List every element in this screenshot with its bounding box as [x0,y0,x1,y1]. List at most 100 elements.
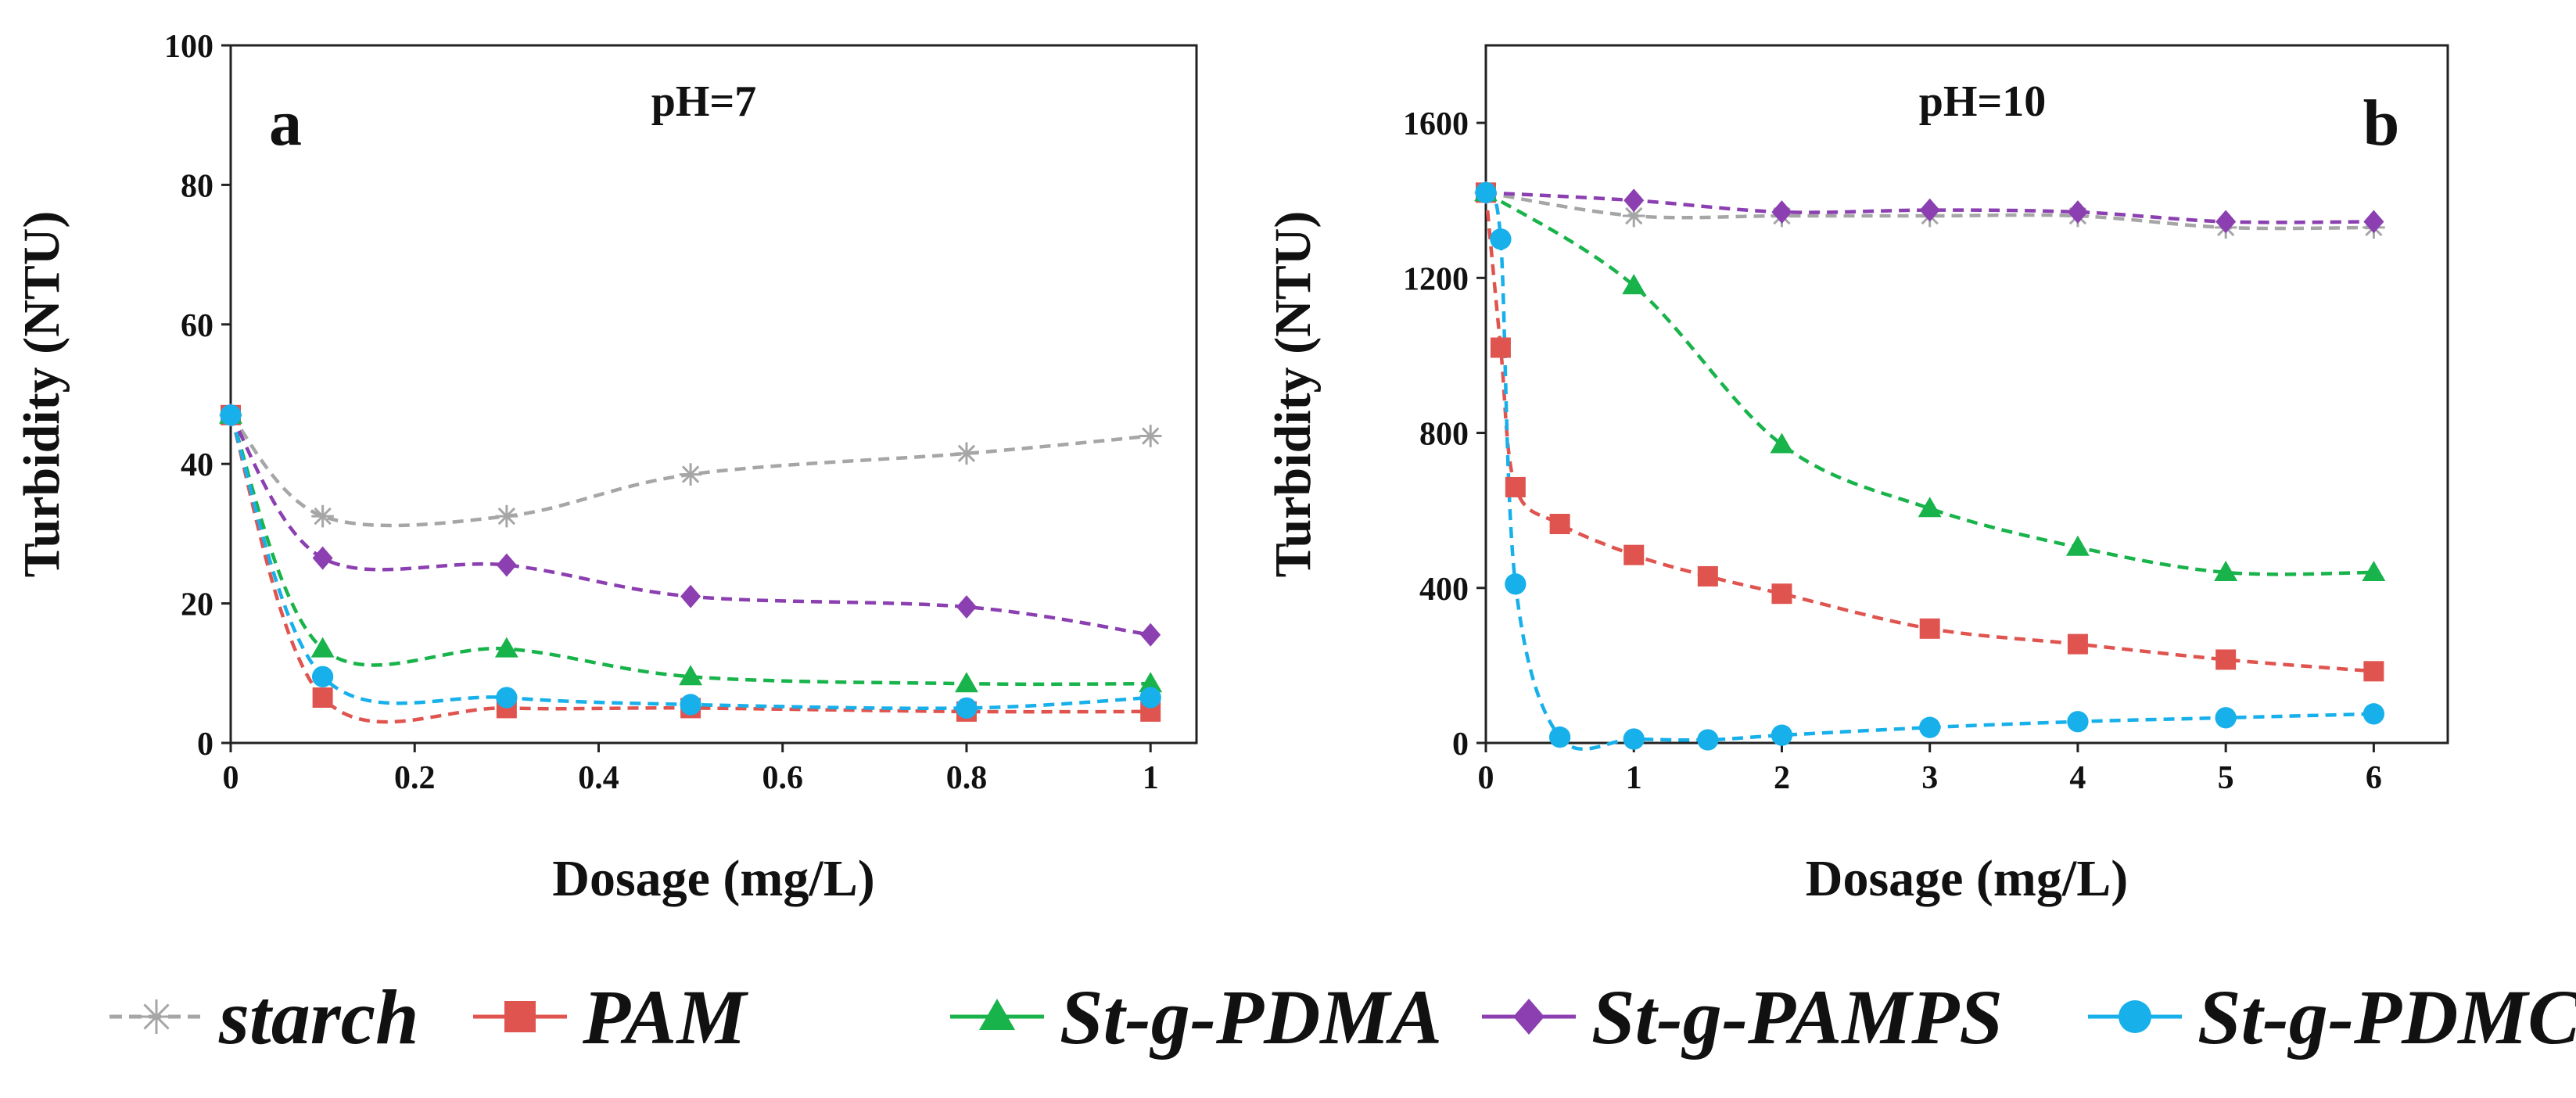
data-point-st-g-pdma [1139,672,1163,693]
data-point-st-g-pdma [1918,497,1942,518]
panel-a: 0 20 40 60 80 100 0 0.2 0.4 0.6 0.8 1 Dosage (mg/L) T… [13,29,1198,907]
y-tick-label: 1200 [1403,261,1469,297]
data-point-starch [311,504,334,528]
legend-label: St-g-PDMA [1060,974,1442,1060]
legend-label: St-g-PAMPS [1591,974,2003,1060]
legend-label: St-g-PDMC [2197,974,2576,1060]
data-point-st-g-pdmc [1139,687,1161,709]
asterisk-stroke [497,507,516,526]
x-ticks: 0 1 2 3 4 5 6 [1478,743,2382,796]
panel-title: pH=7 [651,77,757,126]
legend: starch PAM St-g-PDMA St-g-PAMPS St-g-PDMC [109,974,2576,1060]
legend-item-st-g-pdmc: St-g-PDMC [2088,974,2576,1060]
data-point-st-g-pdmc [496,687,518,709]
y-tick-label: 60 [181,308,213,344]
x-tick-label: 0 [1478,760,1494,796]
data-point-pam [312,687,333,709]
data-point-st-g-pdmc [1919,716,1941,738]
legend-item-pam: PAM [473,974,748,1060]
x-tick-label: 1 [1143,760,1159,796]
x-tick-label: 1 [1626,760,1642,796]
legend-item-starch: starch [109,974,419,1060]
legend-item-st-g-pamps: St-g-PAMPS [1482,974,2003,1060]
data-point-pam [2363,661,2384,682]
series-line-st-g-pdmc [1484,192,2374,752]
data-point-pam [1919,618,1940,639]
series-line-pam [1484,192,2374,673]
legend-marker [1513,999,1545,1035]
panel-title: pH=10 [1919,77,2047,126]
plot-frame [229,44,1198,745]
data-point-st-g-pdma [2362,561,2386,582]
data-point-st-g-pamps [956,595,977,619]
legend-label: starch [218,974,419,1060]
panel-label: a [269,87,302,160]
asterisk-stroke [957,444,976,462]
data-point-st-g-pamps [680,584,701,608]
x-tick-label: 0.6 [762,760,803,796]
legend-marker [2119,1000,2151,1033]
data-point-pam [1505,476,1526,497]
data-point-st-g-pdmc [680,694,701,716]
data-point-st-g-pamps [496,553,517,577]
data-point-st-g-pdma [1770,432,1794,454]
data-point-st-g-pdmc [2067,711,2089,733]
x-tick-label: 0 [223,760,239,796]
x-ticks: 0 0.2 0.4 0.6 0.8 1 [223,743,1159,796]
data-point-st-g-pdmc [311,666,334,687]
data-point-pam [1490,337,1511,358]
data-point-starch [679,463,702,486]
data-point-st-g-pamps [2067,200,2088,224]
data-point-st-g-pdmc [2363,703,2385,725]
asterisk-stroke [143,1003,170,1030]
data-point-st-g-pamps [1919,198,1940,222]
y-tick-label: 400 [1419,572,1469,608]
series-line-st-g-pdmc [228,414,1151,710]
y-tick-label: 800 [1419,417,1469,453]
data-point-starch [1622,204,1645,228]
legend-marker [979,999,1015,1030]
data-point-st-g-pdmc [1490,228,1512,250]
legend-marker [504,1001,536,1032]
data-point-st-g-pamps [1771,200,1792,224]
data-point-pam [2215,649,2237,670]
x-tick-label: 6 [2366,760,2382,796]
data-point-st-g-pdmc [1623,728,1645,750]
data-point-st-g-pamps [2215,210,2237,234]
asterisk-stroke [314,507,332,526]
data-point-st-g-pamps [1140,623,1161,647]
data-point-pam [2067,633,2088,655]
y-axis-label: Turbidity (NTU) [1265,211,1322,578]
data-point-st-g-pdma [1622,274,1646,295]
series-line-st-g-pdma [228,414,1151,687]
y-tick-label: 40 [181,447,213,483]
data-point-st-g-pdmc [1475,181,1497,203]
series-line-starch [229,414,1151,528]
data-point-st-g-pdma [955,672,978,693]
data-point-st-g-pdmc [1548,726,1571,748]
y-axis-label: Turbidity (NTU) [13,211,70,578]
data-point-st-g-pdmc [220,404,242,426]
series-group [219,403,1163,724]
asterisk-stroke [681,465,700,483]
data-point-pam [1623,544,1645,565]
data-point-pam [1771,583,1792,605]
x-tick-label: 2 [1774,760,1790,796]
data-point-st-g-pdmc [1505,573,1527,595]
data-point-st-g-pdmc [1697,729,1719,751]
legend-label: PAM [582,974,748,1060]
legend-marker [139,999,174,1034]
panel-b: 0 400 800 1200 1600 0 1 2 3 4 5 6 Dosage (mg/L) Turbi… [1265,44,2449,907]
asterisk-stroke [1142,427,1160,445]
x-tick-label: 0.2 [394,760,436,796]
asterisk-stroke [1625,206,1643,225]
data-point-pam [1697,565,1718,587]
data-point-st-g-pdma [494,637,518,658]
y-tick-label: 20 [181,587,213,623]
y-tick-label: 0 [197,727,213,762]
x-tick-label: 5 [2218,760,2234,796]
data-point-pam [1549,514,1570,535]
series-group [1474,181,2386,752]
legend-item-st-g-pdma: St-g-PDMA [950,974,1442,1060]
